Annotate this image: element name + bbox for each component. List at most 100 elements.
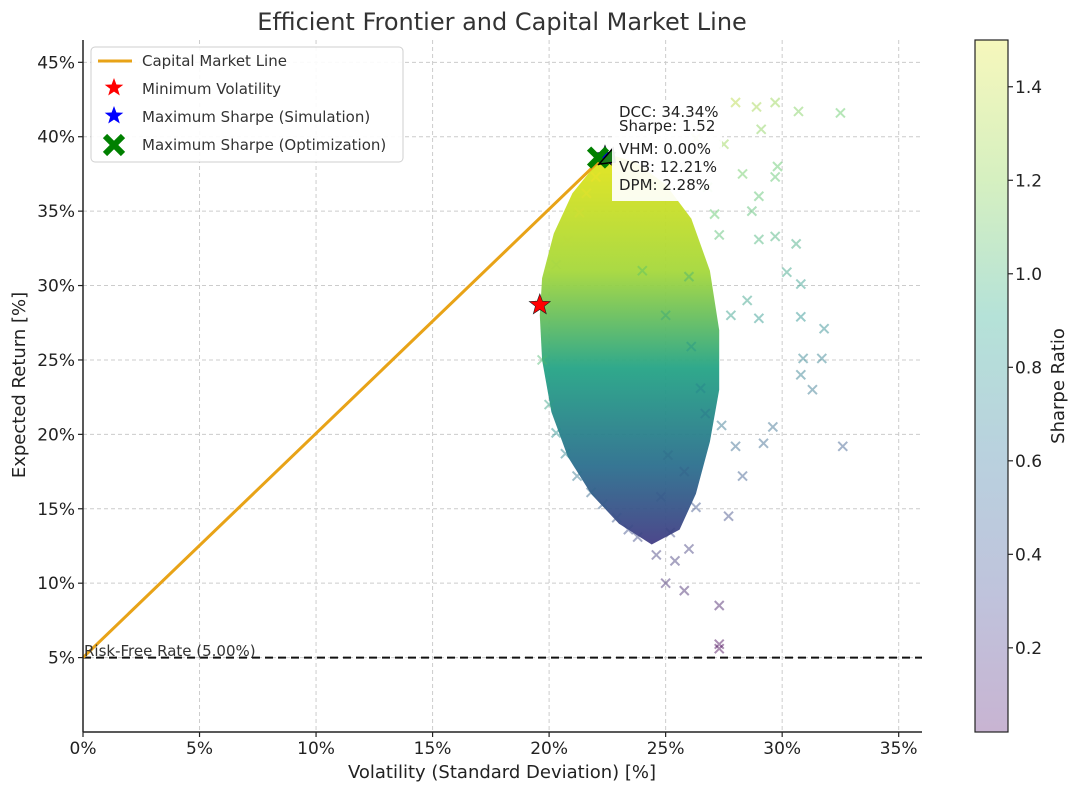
scatter-point-stroke — [562, 235, 573, 247]
scatter-point — [795, 369, 807, 381]
scatter-point-stroke — [714, 643, 725, 654]
scatter-point-stroke — [679, 585, 690, 596]
scatter-point-stroke — [669, 555, 681, 567]
scatter-point-stroke — [543, 399, 555, 410]
scatter-point-stroke — [753, 313, 765, 324]
scatter-point-stroke — [835, 107, 846, 119]
scatter-point — [835, 107, 846, 119]
colorbar-tick-label: 0.8 — [1015, 358, 1042, 378]
scatter-point-stroke — [700, 408, 711, 419]
scatter-point-stroke — [816, 353, 827, 364]
scatter-point-stroke — [581, 188, 592, 199]
scatter-point-stroke — [550, 259, 562, 270]
annotation-line: VHM: 0.00% — [619, 140, 711, 158]
scatter-point-stroke — [716, 420, 727, 431]
scatter-point-stroke — [662, 449, 674, 461]
scatter-point-stroke — [795, 369, 807, 381]
scatter-point-stroke — [730, 441, 741, 452]
annotation-line: VCB: 12.21% — [619, 158, 717, 176]
scatter-point-stroke — [753, 191, 765, 202]
x-axis-label: Volatility (Standard Deviation) [%] — [348, 762, 656, 783]
scatter-point-stroke — [662, 449, 674, 461]
scatter-point-stroke — [695, 383, 706, 394]
markers — [528, 144, 617, 315]
y-tick-label: 20% — [37, 425, 75, 445]
scatter-point-stroke — [751, 101, 762, 113]
scatter-point-stroke — [753, 234, 765, 245]
scatter-point-stroke — [571, 470, 583, 482]
scatter-point-stroke — [767, 421, 779, 433]
scatter-point-stroke — [730, 97, 741, 108]
scatter-point — [651, 549, 662, 561]
marker-star — [528, 293, 552, 315]
legend-x-green-icon — [102, 133, 126, 157]
scatter-point-stroke — [709, 208, 720, 220]
scatter-point — [742, 295, 753, 306]
scatter-point-stroke — [623, 524, 634, 535]
scatter-point-stroke — [737, 470, 748, 482]
scatter-point — [795, 278, 807, 290]
scatter-point-stroke — [793, 106, 804, 117]
scatter-point — [790, 238, 802, 250]
scatter-point — [560, 448, 571, 459]
scatter-point-stroke — [665, 527, 676, 538]
scatter-point-stroke — [769, 231, 781, 242]
annotation-line: DCC: 34.34% — [619, 103, 719, 121]
scatter-point-stroke — [686, 341, 697, 352]
scatter-point-stroke — [651, 549, 662, 561]
scatter-point-stroke — [795, 369, 807, 381]
risk-free-label: Risk-Free Rate (5.00%) — [84, 642, 256, 660]
scatter-point-stroke — [714, 638, 725, 650]
scatter-point — [690, 502, 702, 513]
scatter-point-stroke — [543, 399, 555, 410]
scatter-point — [550, 259, 562, 270]
x-tick-label: 15% — [414, 739, 452, 759]
scatter-point-stroke — [758, 438, 769, 449]
scatter-point-stroke — [632, 531, 643, 543]
y-tick-label: 45% — [37, 53, 75, 73]
legend-label: Capital Market Line — [142, 52, 287, 70]
scatter-point-stroke — [746, 205, 758, 217]
scatter-point-stroke — [683, 543, 695, 555]
scatter-point — [686, 341, 697, 352]
capital-market-line-path — [81, 152, 609, 659]
scatter-point — [574, 207, 585, 218]
portfolio-cloud — [539, 153, 720, 545]
scatter-point-stroke — [714, 229, 725, 241]
scatter-point-stroke — [746, 205, 758, 217]
scatter-point-stroke — [835, 107, 846, 119]
scatter-point-stroke — [690, 502, 702, 513]
scatter-point — [597, 499, 608, 510]
scatter-point-stroke — [837, 441, 848, 452]
scatter-point-stroke — [714, 643, 725, 654]
scatter-point-stroke — [758, 438, 769, 449]
scatter-point — [793, 106, 804, 117]
scatter-point — [758, 438, 769, 449]
y-tick-label: 35% — [37, 202, 75, 222]
y-tick-label: 10% — [37, 574, 75, 594]
scatter-point — [714, 643, 725, 654]
scatter-point — [753, 234, 765, 245]
scatter-point-stroke — [585, 487, 597, 498]
scatter-point-stroke — [730, 441, 741, 452]
scatter-point-stroke — [730, 97, 741, 108]
scatter-point-stroke — [597, 499, 608, 510]
x-tick-label: 30% — [763, 739, 801, 759]
scatter-point-stroke — [772, 161, 783, 172]
annotation-box: DCC: 34.34% Sharpe: 1.52 VHM: 0.00% VCB:… — [612, 103, 722, 201]
scatter-point-stroke — [690, 502, 702, 513]
scatter-point-stroke — [571, 470, 583, 482]
scatter-point-stroke — [581, 188, 592, 199]
annotation-line: Sharpe: 1.52 — [619, 117, 715, 135]
scatter-point-stroke — [767, 421, 779, 433]
scatter-point-stroke — [655, 491, 667, 503]
scatter-point — [700, 408, 711, 419]
scatter-point-stroke — [753, 234, 765, 245]
x-tick-label: 5% — [186, 739, 213, 759]
scatter-point — [660, 577, 671, 589]
scatter-point — [679, 585, 690, 596]
scatter-point-stroke — [660, 310, 671, 321]
legend: Capital Market Line Minimum Volatility M… — [90, 46, 404, 163]
scatter-point-stroke — [714, 638, 725, 650]
